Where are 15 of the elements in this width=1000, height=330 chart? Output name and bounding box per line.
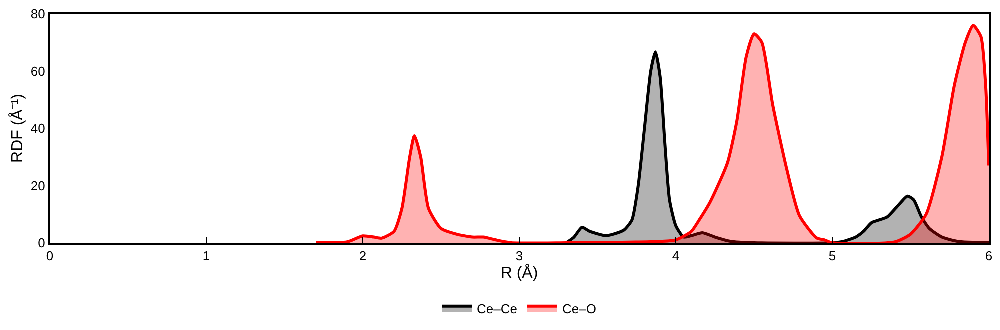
y-axis-title: RDF (Å⁻¹) [8, 94, 26, 163]
x-tick-label: 6 [985, 248, 993, 264]
y-tick-label: 20 [30, 178, 46, 194]
y-tick-label: 60 [30, 64, 46, 79]
x-tick-label: 5 [828, 248, 836, 264]
x-axis-title: R (Å) [500, 264, 538, 282]
y-tick-label: 80 [30, 6, 46, 22]
x-tick-label: 2 [359, 248, 367, 264]
x-tick-label: 4 [672, 248, 680, 264]
x-tick-label: 3 [516, 248, 524, 264]
x-tick-label: 1 [202, 248, 210, 264]
y-tick-label: 0 [38, 236, 46, 251]
y-tick-label: 40 [30, 121, 46, 136]
legend-label: Ce–Ce [477, 301, 518, 316]
legend-label: Ce–O [562, 301, 596, 316]
